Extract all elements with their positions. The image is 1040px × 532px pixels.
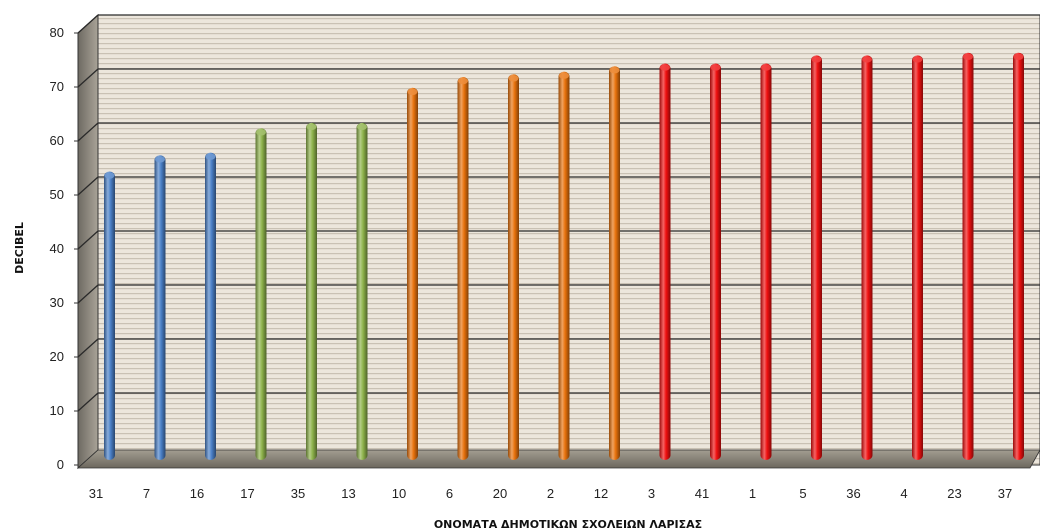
bar-13 xyxy=(356,122,368,461)
x-tick-label: 36 xyxy=(846,486,860,501)
bar-cap xyxy=(205,153,216,160)
bar-cap xyxy=(508,75,519,82)
bar-cap xyxy=(458,77,468,85)
bar-23 xyxy=(962,52,974,460)
bar-body xyxy=(407,87,418,461)
bar-body xyxy=(659,63,671,460)
bar-body xyxy=(912,55,923,461)
bar-body xyxy=(760,63,772,460)
x-tick-label: 5 xyxy=(799,486,806,501)
gridline-side xyxy=(77,14,99,34)
x-tick-label: 1 xyxy=(749,486,756,501)
x-tick-label: 4 xyxy=(900,486,907,501)
x-tick-label: 17 xyxy=(240,486,254,501)
bar-6 xyxy=(457,77,469,460)
y-tick-label: 70 xyxy=(50,79,64,94)
x-tick-label: 37 xyxy=(998,486,1012,501)
bar-body xyxy=(962,52,974,460)
gridline-side xyxy=(77,122,99,142)
y-tick-label: 50 xyxy=(50,187,64,202)
bar-cap xyxy=(963,53,973,60)
x-tick-label: 10 xyxy=(392,486,406,501)
bar-4 xyxy=(912,55,923,461)
bar-12 xyxy=(609,66,620,460)
bar-body xyxy=(558,71,570,460)
bar-body xyxy=(205,152,216,460)
x-axis-title: ΟΝΟΜΑΤΑ ΔΗΜΟΤΙΚΩΝ ΣΧΟΛΕΙΩΝ ΛΑΡΙΣΑΣ xyxy=(434,518,702,531)
x-tick-label: 20 xyxy=(493,486,507,501)
y-tick-label: 0 xyxy=(57,457,64,472)
x-tick-label: 13 xyxy=(341,486,355,501)
x-tick-label: 23 xyxy=(947,486,961,501)
bar-37 xyxy=(1013,52,1024,460)
x-tick-label: 31 xyxy=(89,486,103,501)
bar-body xyxy=(811,55,822,461)
bar-20 xyxy=(508,74,519,461)
y-tick-label: 40 xyxy=(50,241,64,256)
y-tick-label: 30 xyxy=(50,295,64,310)
bar-body xyxy=(104,171,115,460)
x-tick-label: 6 xyxy=(446,486,453,501)
bar-cap xyxy=(407,88,418,96)
bar-3 xyxy=(659,63,671,460)
y-tick-label: 10 xyxy=(50,403,64,418)
bar-cap xyxy=(357,123,367,131)
x-tick-label: 12 xyxy=(594,486,608,501)
bar-10 xyxy=(407,87,418,461)
x-tick-label: 16 xyxy=(190,486,204,501)
bar-body xyxy=(356,122,368,461)
gridline-side xyxy=(77,68,99,88)
bar-cap xyxy=(559,72,569,79)
bar-1 xyxy=(760,63,772,460)
gridline-side xyxy=(77,284,99,304)
bar-body xyxy=(255,128,267,461)
bar-body xyxy=(861,55,873,461)
x-tick-label: 7 xyxy=(143,486,150,501)
x-tick-label: 35 xyxy=(291,486,305,501)
bar-31 xyxy=(104,171,115,460)
y-tick-label: 80 xyxy=(50,25,64,40)
bar-cap xyxy=(306,123,317,131)
x-tick-label: 2 xyxy=(547,486,554,501)
gridline-side xyxy=(77,338,99,358)
bar-cap xyxy=(155,156,165,163)
y-tick-label: 20 xyxy=(50,349,64,364)
bar-35 xyxy=(306,122,317,461)
y-axis-title: DECIBEL xyxy=(13,222,26,274)
x-tick-label: 41 xyxy=(695,486,709,501)
bar-cap xyxy=(104,172,115,179)
bar-17 xyxy=(255,128,267,461)
gridline-side xyxy=(77,230,99,250)
y-tick-label: 60 xyxy=(50,133,64,148)
gridline-side xyxy=(77,176,99,196)
bar-2 xyxy=(558,71,570,460)
bar-body xyxy=(306,122,317,461)
bar-cap xyxy=(256,129,266,136)
bar-16 xyxy=(205,152,216,460)
bar-36 xyxy=(861,55,873,461)
bar-5 xyxy=(811,55,822,461)
bar-body xyxy=(710,63,721,460)
bar-body xyxy=(609,66,620,460)
bar-cap xyxy=(862,56,872,63)
chart-side-wall xyxy=(77,13,99,470)
bar-body xyxy=(508,74,519,461)
bar-7 xyxy=(154,155,166,461)
bar-body xyxy=(457,77,469,460)
bar-cap xyxy=(609,67,620,74)
bar-cap xyxy=(811,56,822,63)
bar-cap xyxy=(660,64,670,71)
bar-cap xyxy=(912,56,923,63)
bar-cap xyxy=(761,64,771,71)
gridline-side xyxy=(77,392,99,412)
x-tick-label: 3 xyxy=(648,486,655,501)
chart-floor xyxy=(76,449,1040,469)
bar-41 xyxy=(710,63,721,460)
bar-body xyxy=(1013,52,1024,460)
bar-cap xyxy=(1013,53,1024,60)
bar-body xyxy=(154,155,166,461)
bar-cap xyxy=(710,64,721,71)
